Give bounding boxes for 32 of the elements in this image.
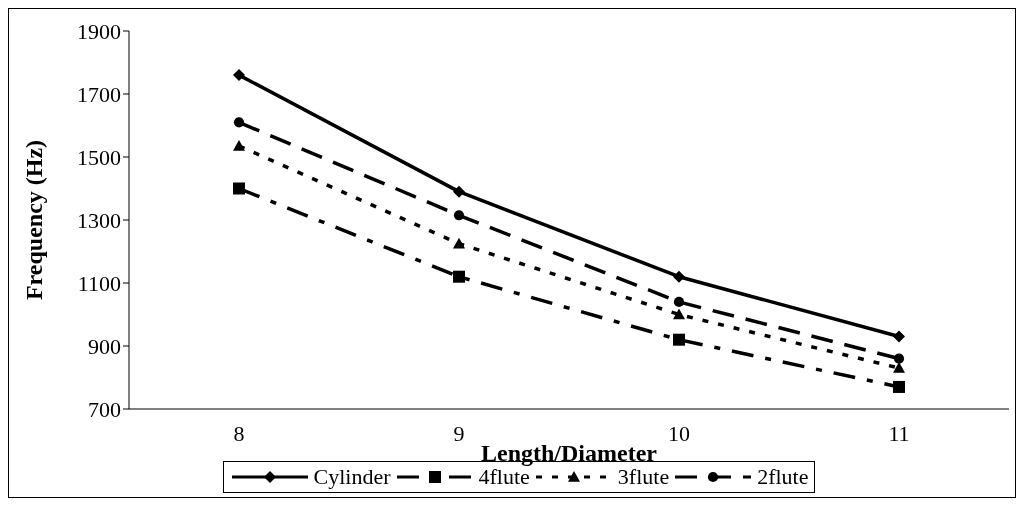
point	[453, 270, 465, 283]
point	[233, 182, 245, 195]
y-axis-title: Frequency (Hz)	[20, 139, 47, 301]
y-tick-label: 1300	[77, 207, 121, 233]
point	[893, 380, 905, 393]
point	[453, 210, 465, 221]
legend-label: Cylinder	[313, 464, 391, 490]
x-tick-label: 10	[668, 420, 690, 446]
point	[233, 69, 245, 82]
point	[673, 270, 685, 283]
x-axis-title: Length/Diameter	[481, 440, 658, 466]
y-tick-label: 900	[88, 333, 121, 359]
point	[453, 237, 465, 249]
point	[233, 139, 245, 151]
x-tick-label: 9	[453, 420, 465, 446]
y-tick-label: 1700	[77, 81, 121, 107]
y-tick-label: 700	[88, 396, 121, 422]
x-tick-label: 8	[233, 420, 245, 446]
point	[673, 333, 685, 346]
legend-label: 3flute	[617, 464, 670, 490]
point	[893, 330, 905, 343]
point	[673, 308, 685, 320]
y-tick-label: 1500	[77, 144, 121, 170]
x-tick-label: 11	[888, 420, 910, 446]
point	[893, 362, 905, 373]
y-tick-label: 1100	[77, 270, 121, 296]
y-tick-label: 1900	[77, 18, 121, 44]
legend-label: 2flute	[757, 464, 809, 490]
point	[233, 117, 245, 128]
point	[673, 296, 685, 307]
point	[453, 185, 465, 198]
point	[893, 353, 905, 364]
